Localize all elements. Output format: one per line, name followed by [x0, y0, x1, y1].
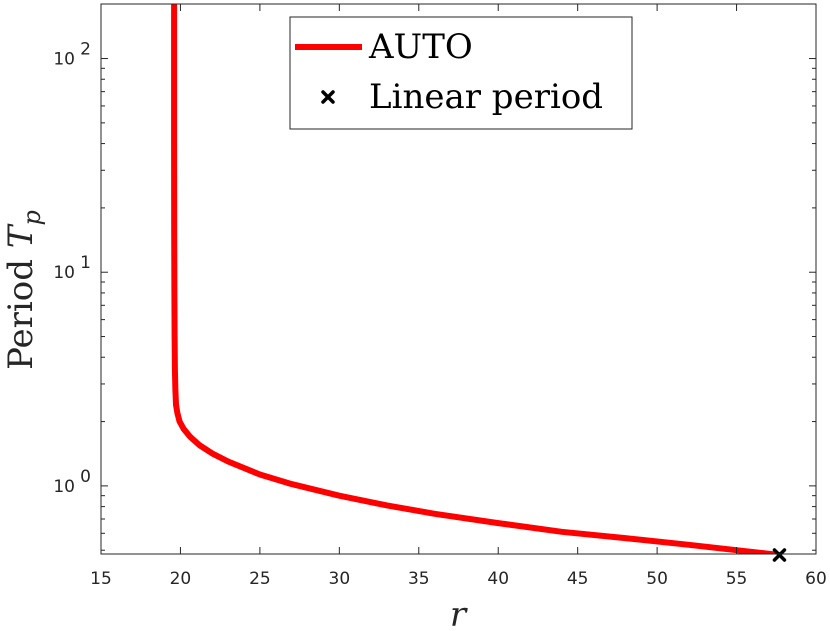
legend-entry-auto: AUTO — [368, 27, 473, 67]
x-tick-label: 45 — [567, 569, 589, 589]
x-tick-label: 55 — [726, 569, 748, 589]
x-tick-label: 25 — [249, 569, 271, 589]
x-tick-label: 60 — [805, 569, 827, 589]
y-axis-label: Period Tp — [1, 210, 46, 370]
legend: AUTO Linear period — [289, 16, 633, 130]
legend-entry-linear-period: Linear period — [369, 77, 603, 117]
x-tick-label: 30 — [329, 569, 351, 589]
y-tick-label-base: 10 — [53, 263, 75, 283]
x-tick-label: 20 — [170, 569, 192, 589]
plot-frame — [100, 3, 817, 555]
legend-swatch-linear-period — [321, 90, 335, 104]
y-tick-label: 10 — [53, 50, 75, 70]
y-tick-label-base: 10 — [53, 477, 75, 497]
y-tick-label: 10 — [53, 263, 75, 283]
legend-marker-linear-period — [321, 90, 335, 104]
series-layer — [171, 4, 787, 562]
y-tick-label: 10 — [53, 477, 75, 497]
x-tick-label: 50 — [646, 569, 668, 589]
y-axis-label-text: Period — [1, 248, 41, 370]
y-tick-label-exponent: 0 — [80, 467, 91, 487]
x-tick-label: 15 — [90, 569, 112, 589]
y-tick-label-base: 10 — [53, 50, 75, 70]
y-axis-label-symbol: T — [1, 223, 41, 248]
series-line-auto — [171, 4, 780, 554]
y-tick-label-exponent: 2 — [80, 40, 91, 60]
y-tick-label-exponent: 1 — [80, 253, 91, 273]
series-point-linear-period — [772, 548, 787, 562]
legend-box — [289, 16, 633, 130]
x-tick-label: 35 — [408, 569, 430, 589]
x-axis-ticks: 15 20 25 30 35 40 45 50 55 60 — [90, 4, 827, 589]
y-axis-label-subscript: p — [18, 210, 46, 225]
x-tick-label: 40 — [487, 569, 509, 589]
x-axis-label: r — [450, 595, 468, 631]
